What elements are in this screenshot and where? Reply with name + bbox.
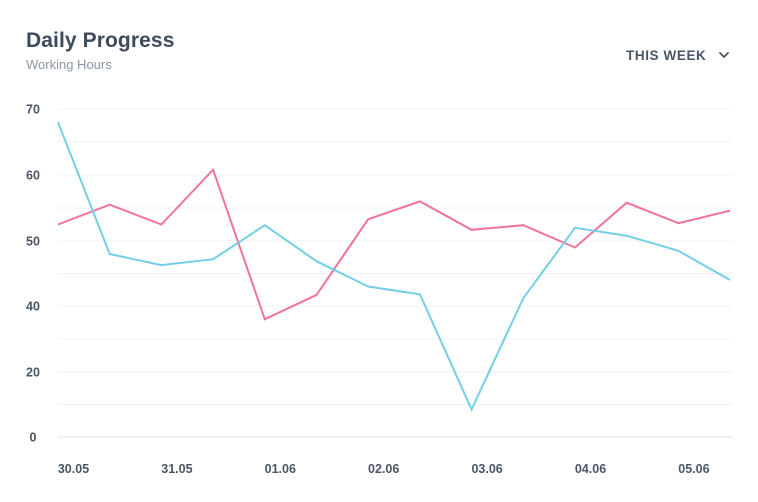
x-tick-label: 03.06 [471,462,502,476]
series-layer [57,121,731,412]
x-tick-label: 30.05 [58,462,89,476]
series-line-blue [57,121,731,412]
range-dropdown[interactable]: THIS WEEK [626,44,730,66]
series-line-pink [57,167,731,321]
y-axis-ticks: 0 20 40 50 60 70 [26,103,40,445]
x-tick-label: 31.05 [161,462,192,476]
y-tick-label: 40 [26,300,40,314]
chevron-down-icon [718,49,730,61]
chart-subtitle: Working Hours [26,57,112,72]
y-tick-label: 20 [26,366,40,380]
y-tick-label: 70 [26,103,40,117]
chart-title: Daily Progress [26,29,175,52]
x-tick-label: 04.06 [575,462,606,476]
y-tick-label: 50 [26,235,40,249]
y-tick-label: 0 [30,431,37,445]
y-tick-label: 60 [26,169,40,183]
x-axis-ticks: 30.05 31.05 01.06 02.06 03.06 04.06 05.06 [58,462,710,476]
grid-layer [58,108,733,438]
x-tick-label: 05.06 [678,462,709,476]
x-tick-label: 01.06 [265,462,296,476]
range-dropdown-label: THIS WEEK [626,47,707,63]
x-tick-label: 02.06 [368,462,399,476]
